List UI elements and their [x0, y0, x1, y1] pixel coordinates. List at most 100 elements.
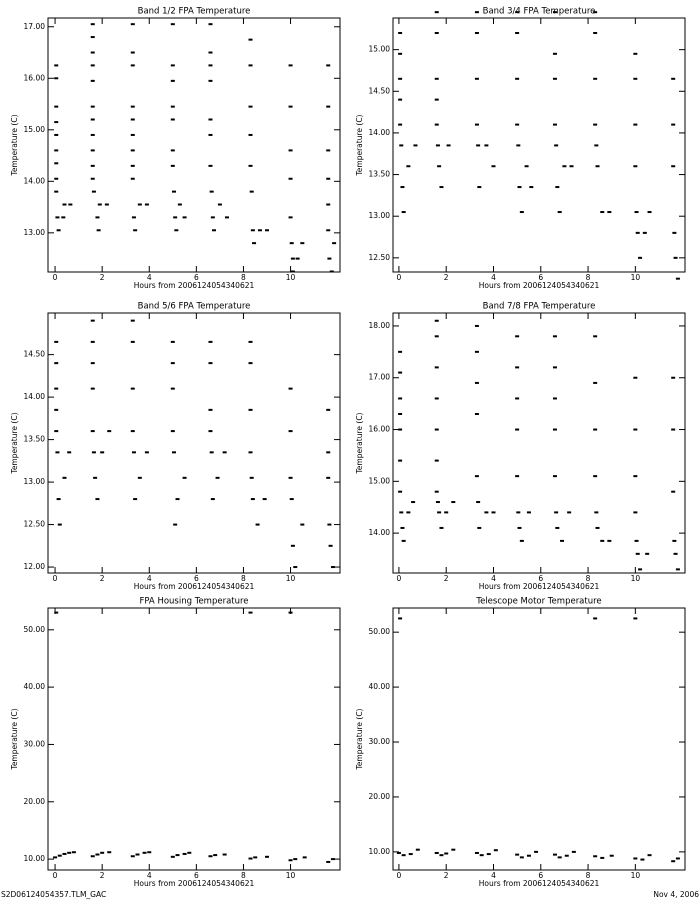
point	[67, 851, 72, 854]
point	[491, 511, 496, 514]
point	[326, 408, 331, 411]
point	[90, 64, 95, 67]
point	[175, 498, 180, 501]
point	[434, 335, 439, 338]
point	[439, 526, 444, 529]
x-tick-label: 0	[53, 871, 58, 880]
point	[62, 203, 67, 206]
y-tick-label: 17.00	[24, 22, 46, 31]
point	[515, 366, 520, 369]
x-tick-label: 4	[491, 273, 496, 282]
y-axis-label: Temperature (C)	[355, 708, 364, 770]
point	[96, 229, 101, 232]
point	[95, 498, 100, 501]
panel: Band 5/6 FPA Temperature Hours from 20061…	[10, 302, 341, 591]
y-tick-label: 14.00	[24, 176, 46, 185]
point	[444, 511, 449, 514]
x-tick-label: 8	[241, 574, 246, 583]
point	[208, 340, 213, 343]
point	[327, 523, 332, 526]
point	[474, 412, 479, 415]
point	[248, 611, 253, 614]
point	[554, 511, 559, 514]
panel: Telescope Motor Temperature Hours from 20…	[355, 597, 686, 888]
point	[288, 105, 293, 108]
x-tick-label: 4	[147, 273, 152, 282]
point	[262, 498, 267, 501]
point	[517, 186, 522, 189]
point	[555, 186, 560, 189]
plot-frame	[47, 17, 341, 273]
point	[562, 165, 567, 168]
point	[208, 133, 213, 136]
point	[398, 31, 403, 34]
panel: Band 3/4 FPA Temperature Hours from 20061…	[355, 7, 686, 290]
y-axis-label: Temperature (C)	[355, 114, 364, 176]
point	[144, 451, 149, 454]
plot-frame	[47, 607, 341, 871]
point	[90, 149, 95, 152]
point	[516, 511, 521, 514]
point	[295, 257, 300, 260]
footer-date: Nov 4, 2006	[653, 890, 699, 899]
point	[401, 539, 406, 542]
point	[398, 371, 403, 374]
point	[137, 203, 142, 206]
point	[265, 229, 269, 232]
point	[474, 324, 479, 327]
point	[671, 123, 676, 126]
panel: FPA Housing Temperature Hours from 200612…	[10, 597, 341, 888]
point	[329, 270, 334, 273]
point	[130, 133, 135, 136]
point	[638, 568, 643, 571]
point	[515, 31, 520, 34]
point	[97, 203, 102, 206]
point	[567, 511, 572, 514]
point	[647, 854, 652, 857]
footer-file: S2D06124054357.TLM_GAC	[1, 890, 106, 899]
point	[326, 64, 331, 67]
point	[326, 105, 331, 108]
point	[633, 511, 638, 514]
point	[515, 335, 520, 338]
point	[437, 511, 442, 514]
y-tick-label: 40.00	[24, 682, 46, 691]
x-tick-label: 8	[586, 871, 591, 880]
point	[529, 186, 534, 189]
point	[600, 211, 605, 214]
point	[248, 857, 253, 860]
point	[90, 430, 95, 433]
point	[493, 849, 498, 852]
point	[406, 165, 411, 168]
point	[434, 11, 439, 14]
point	[671, 428, 676, 431]
y-tick-label: 10.00	[369, 847, 391, 856]
point	[474, 123, 479, 126]
point	[515, 475, 520, 478]
point	[516, 144, 521, 147]
point	[552, 853, 557, 856]
y-tick-label: 15.00	[24, 125, 46, 134]
point	[401, 211, 406, 214]
y-tick-label: 40.00	[369, 682, 391, 691]
point	[534, 850, 539, 853]
point	[593, 335, 598, 338]
x-tick-label: 0	[53, 574, 58, 583]
point	[222, 451, 227, 454]
point	[326, 451, 331, 454]
point	[288, 149, 293, 152]
point	[398, 428, 403, 431]
point	[131, 216, 136, 219]
point	[398, 123, 403, 126]
x-tick-label: 0	[397, 574, 402, 583]
y-axis-label: Temperature (C)	[10, 708, 19, 770]
point	[439, 186, 444, 189]
point	[634, 539, 639, 542]
point	[451, 848, 456, 851]
point	[130, 51, 135, 54]
point	[90, 855, 95, 858]
point	[248, 451, 253, 454]
point	[593, 31, 598, 34]
y-tick-label: 50.00	[369, 627, 391, 636]
x-axis-label: Hours from 2006124054340621	[479, 879, 600, 888]
